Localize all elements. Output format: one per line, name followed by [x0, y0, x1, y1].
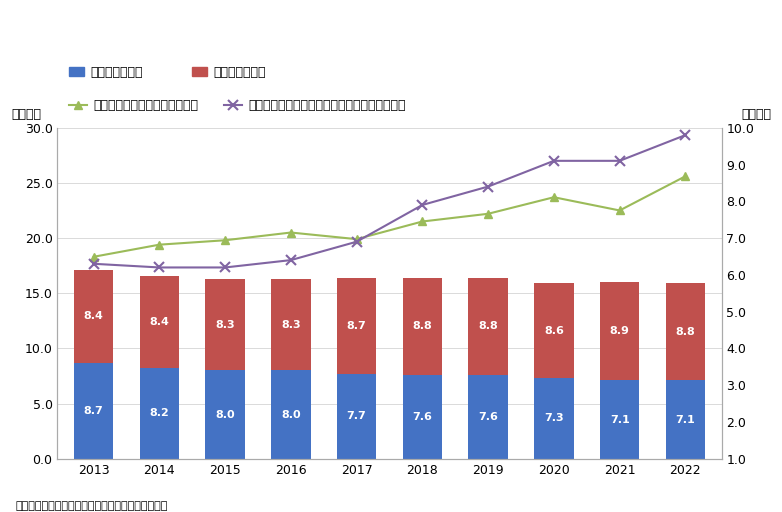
Bar — [271, 370, 310, 459]
Bar — [600, 380, 640, 459]
Bar — [74, 362, 113, 459]
Bar — [74, 270, 113, 362]
Text: （千頭）: （千頭） — [11, 108, 41, 121]
Text: 8.9: 8.9 — [610, 326, 630, 336]
Bar — [403, 375, 442, 459]
Text: （出所）　総務省『家計調査』、ペットフード協会: （出所） 総務省『家計調査』、ペットフード協会 — [16, 501, 168, 511]
Text: 8.2: 8.2 — [149, 409, 169, 418]
Text: 8.7: 8.7 — [84, 406, 103, 416]
Text: 8.8: 8.8 — [412, 322, 432, 331]
Bar — [665, 380, 705, 459]
Bar — [140, 368, 179, 459]
Text: 8.4: 8.4 — [84, 311, 103, 322]
Text: 7.3: 7.3 — [544, 413, 564, 423]
Text: 8.3: 8.3 — [281, 319, 300, 330]
Text: 7.1: 7.1 — [610, 415, 630, 424]
Bar — [600, 282, 640, 380]
Bar — [468, 375, 508, 459]
Text: 8.8: 8.8 — [479, 322, 498, 331]
Bar — [140, 275, 179, 368]
Bar — [337, 374, 376, 459]
Bar — [534, 378, 574, 459]
Text: 8.4: 8.4 — [149, 317, 169, 327]
Text: 8.8: 8.8 — [676, 327, 695, 337]
Bar — [665, 283, 705, 380]
Bar — [206, 279, 245, 370]
Text: 7.6: 7.6 — [478, 412, 498, 422]
Text: 8.0: 8.0 — [215, 410, 235, 419]
Legend: ペットフード支出額（右目盛）, ペット・ペット用品サービス支出額（右目盛）: ペットフード支出額（右目盛）, ペット・ペット用品サービス支出額（右目盛） — [63, 94, 411, 117]
Bar — [403, 278, 442, 375]
Bar — [534, 283, 574, 378]
Text: 7.6: 7.6 — [412, 412, 432, 422]
Bar — [468, 278, 508, 375]
Text: 7.7: 7.7 — [346, 411, 367, 421]
Text: 8.6: 8.6 — [544, 326, 564, 336]
Bar — [337, 278, 376, 374]
Text: 7.1: 7.1 — [676, 415, 695, 424]
Bar — [206, 370, 245, 459]
Text: （千円）: （千円） — [741, 108, 771, 121]
Bar — [271, 279, 310, 370]
Text: 8.3: 8.3 — [215, 319, 235, 330]
Text: 8.7: 8.7 — [346, 321, 367, 331]
Text: 8.0: 8.0 — [281, 410, 300, 419]
